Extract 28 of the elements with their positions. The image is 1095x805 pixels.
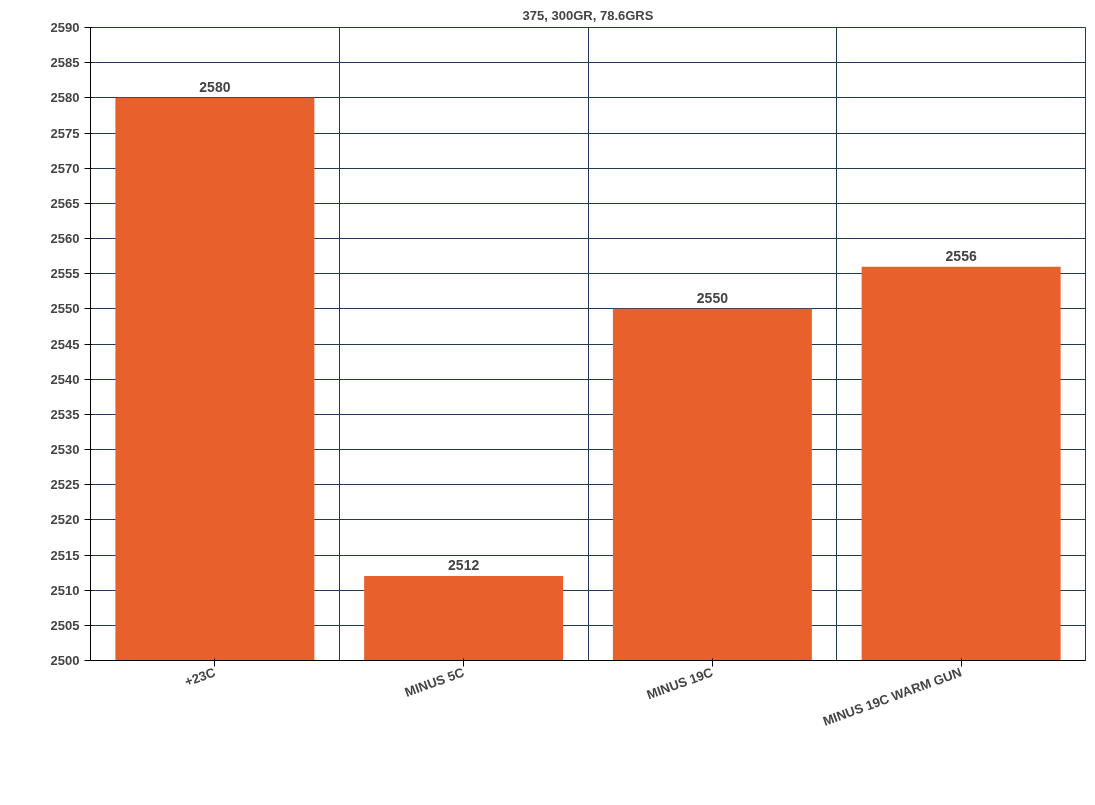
y-tick-label: 2530 xyxy=(50,442,80,457)
y-tick-label: 2555 xyxy=(50,266,80,282)
y-tick-label: 2575 xyxy=(50,125,80,141)
data-label: 2512 xyxy=(448,557,480,574)
y-tick-label: 2525 xyxy=(50,477,80,493)
y-tick-label: 2515 xyxy=(50,547,80,563)
x-tick-label: MINUS 19C xyxy=(644,664,716,703)
y-tick-label: 2535 xyxy=(50,406,80,422)
x-tick-label: +23C xyxy=(182,664,219,690)
y-tick-label: 2545 xyxy=(50,336,80,352)
y-tick-label: 2500 xyxy=(50,653,80,668)
y-tick-label: 2560 xyxy=(50,231,80,246)
y-tick-label: 2590 xyxy=(50,20,80,35)
y-tick-label: 2510 xyxy=(50,582,80,598)
data-label: 2550 xyxy=(696,289,729,306)
y-tick-label: 2570 xyxy=(50,160,80,176)
x-tick-label: MINUS 5C xyxy=(402,664,467,700)
x-tick-label: MINUS 19C WARM GUN xyxy=(820,664,964,729)
y-tick-label: 2550 xyxy=(50,301,80,317)
y-tick-label: 2585 xyxy=(50,55,80,71)
data-label: 2580 xyxy=(199,78,231,95)
data-label: 2556 xyxy=(945,247,977,264)
y-tick-label: 2505 xyxy=(50,617,80,633)
y-tick-label: 2540 xyxy=(50,371,80,387)
y-tick-label: 2565 xyxy=(50,195,80,211)
y-tick-label: 2520 xyxy=(50,512,80,528)
chart-title: 375, 300GR, 78.6GRS xyxy=(522,7,654,23)
y-tick-label: 2580 xyxy=(50,90,80,106)
